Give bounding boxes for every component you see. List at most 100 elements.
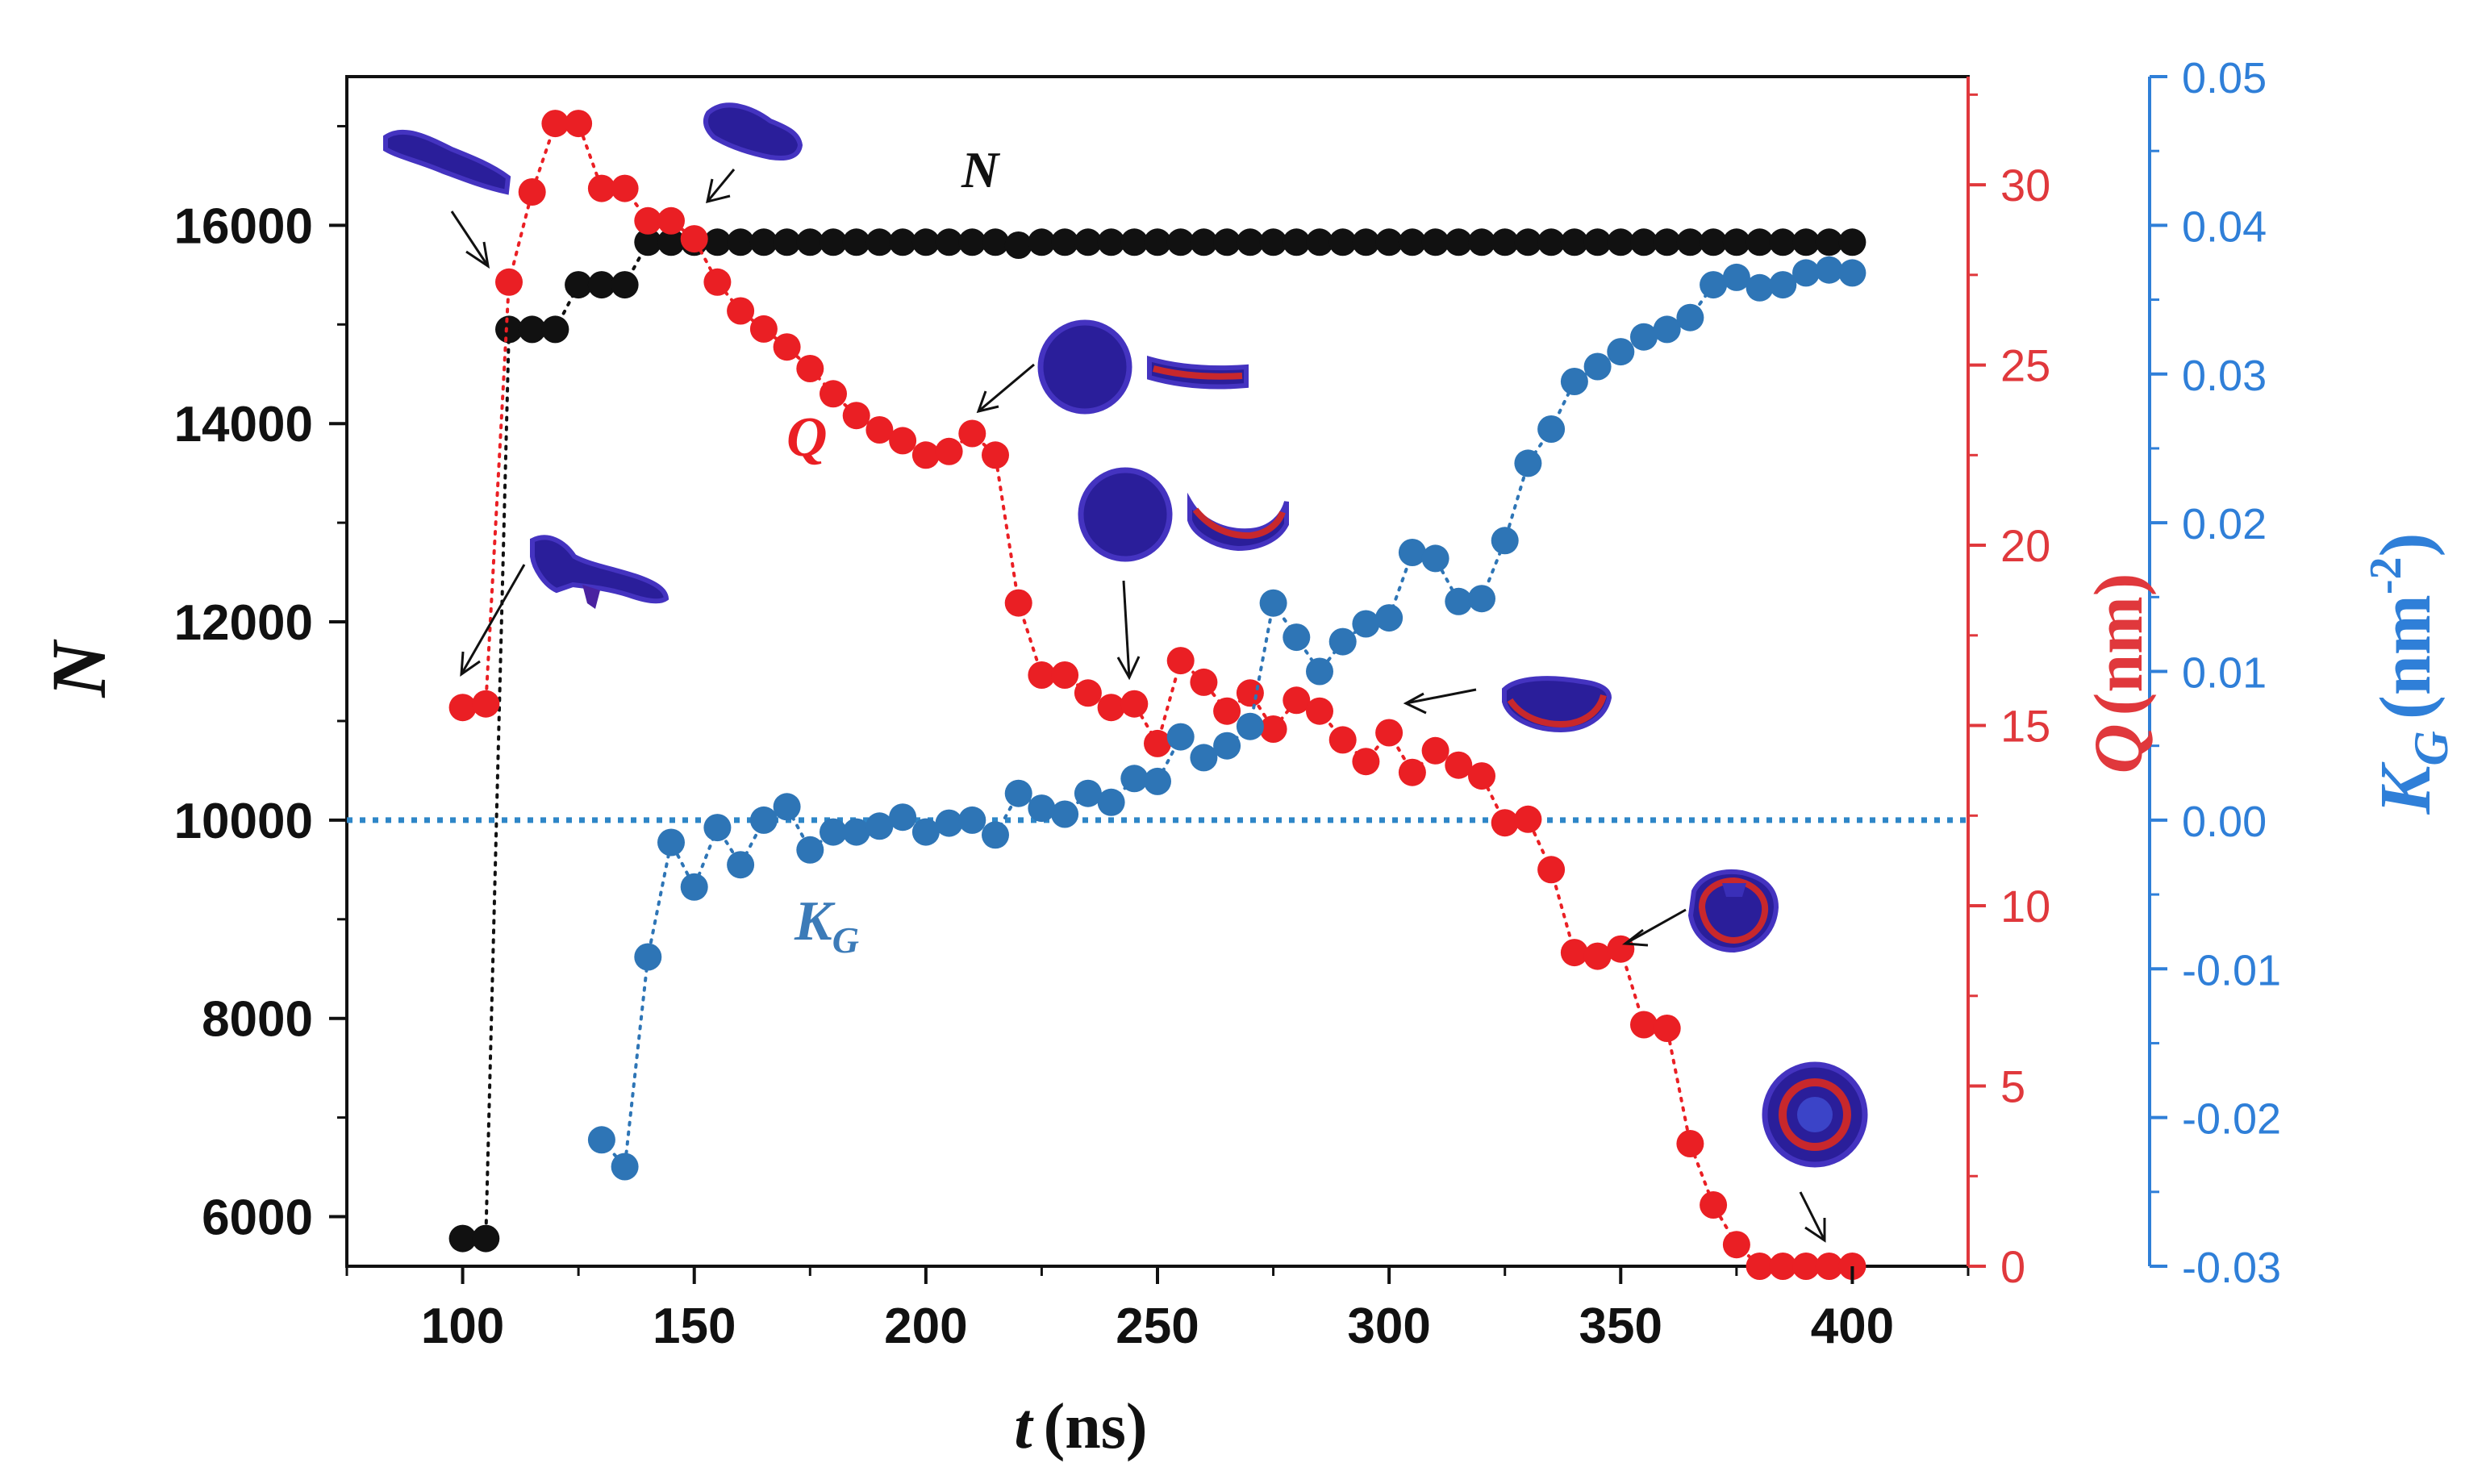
point-kg-230: [1051, 800, 1079, 828]
point-n-270: [1236, 228, 1264, 256]
point-q-300: [1375, 719, 1404, 747]
point-n-215: [982, 228, 1009, 256]
point-n-165: [749, 228, 778, 256]
point-kg-375: [1722, 263, 1750, 291]
point-q-355: [1630, 1011, 1658, 1039]
point-n-100: [448, 1224, 477, 1253]
point-n-110: [495, 315, 523, 344]
point-q-250: [1144, 729, 1171, 757]
q-tick-label: 15: [2000, 701, 2050, 752]
point-kg-275: [1259, 589, 1287, 617]
point-n-140: [634, 228, 662, 256]
snapshot-flat-fragment-1: [383, 129, 511, 195]
snapshot-side-2: [1187, 492, 1289, 552]
point-q-325: [1491, 809, 1519, 837]
point-n-115: [518, 315, 546, 344]
point-kg-235: [1074, 779, 1102, 807]
point-kg-255: [1166, 723, 1195, 751]
n-tick-label: 10000: [174, 794, 313, 849]
point-kg-180: [820, 818, 847, 846]
point-kg-395: [1815, 256, 1843, 284]
point-n-355: [1630, 228, 1658, 256]
point-q-150: [680, 225, 708, 253]
point-q-165: [749, 315, 778, 343]
point-kg-355: [1630, 323, 1658, 351]
point-n-285: [1306, 228, 1333, 256]
q-series: [448, 110, 1866, 1280]
point-q-395: [1815, 1253, 1843, 1280]
point-q-315: [1445, 751, 1473, 779]
point-q-265: [1213, 697, 1241, 725]
q-axis-title: Q(nm): [2079, 573, 2157, 774]
x-tick-label: 400: [1811, 1298, 1894, 1354]
point-n-195: [889, 228, 917, 256]
snapshot-disc-top-2: [1078, 467, 1173, 562]
x-tick-label: 250: [1116, 1298, 1199, 1354]
point-kg-385: [1769, 271, 1797, 299]
point-q-235: [1074, 679, 1102, 707]
point-kg-310: [1421, 544, 1449, 573]
point-kg-345: [1583, 352, 1612, 381]
point-kg-295: [1352, 610, 1380, 638]
point-q-365: [1676, 1130, 1704, 1157]
point-q-200: [911, 441, 940, 469]
point-q-260: [1190, 668, 1218, 696]
point-n-240: [1097, 228, 1125, 256]
point-n-350: [1607, 228, 1635, 256]
point-q-215: [982, 441, 1009, 469]
kg-tick-label: 0.04: [2182, 202, 2267, 251]
snapshot-vesicle-side: [1687, 869, 1779, 953]
point-kg-135: [611, 1153, 639, 1181]
point-q-245: [1120, 690, 1149, 718]
point-kg-360: [1653, 315, 1681, 344]
point-n-335: [1537, 228, 1566, 256]
q-tick-label: 5: [2000, 1061, 2025, 1112]
point-n-125: [565, 271, 593, 299]
kg-axis-title: KG(nm-2): [2361, 532, 2458, 815]
arrow-to-q-395: [1799, 1191, 1826, 1243]
point-q-280: [1283, 686, 1311, 715]
kg-tick-label: 0.02: [2182, 500, 2267, 548]
point-q-145: [657, 206, 685, 235]
label-q: Q: [786, 406, 828, 469]
kg-tick-label: -0.01: [2182, 946, 2281, 994]
point-q-110: [495, 268, 523, 296]
point-n-225: [1028, 228, 1056, 256]
point-n-180: [820, 228, 847, 256]
point-q-375: [1722, 1231, 1750, 1259]
point-n-300: [1375, 228, 1404, 256]
kg-series: [587, 256, 1866, 1181]
point-n-155: [703, 228, 732, 256]
point-q-195: [889, 427, 917, 455]
point-n-295: [1352, 228, 1380, 256]
point-n-375: [1722, 228, 1750, 256]
snapshot-cup: [1502, 676, 1612, 733]
arrow-to-q-110: [450, 211, 490, 269]
point-kg-205: [935, 809, 963, 837]
kg-tick-label: 0.00: [2182, 798, 2267, 846]
point-kg-140: [634, 943, 662, 971]
right-axis-q: 0 5 10 15 20 25 30: [1967, 77, 2050, 1292]
point-q-120: [541, 110, 569, 138]
q-tick-label: 20: [2000, 520, 2050, 571]
x-tick-label: 200: [884, 1298, 967, 1354]
point-n-275: [1259, 228, 1287, 256]
point-kg-335: [1537, 415, 1566, 443]
kg-tick-label: 0.03: [2182, 352, 2267, 400]
point-kg-340: [1560, 368, 1588, 395]
snapshot-vesicle-top: [1762, 1061, 1868, 1168]
point-n-120: [541, 315, 569, 344]
point-kg-190: [865, 812, 894, 840]
point-kg-400: [1838, 259, 1866, 287]
point-q-290: [1328, 726, 1357, 754]
n-tick-label: 14000: [174, 397, 313, 452]
x-tick-label: 150: [653, 1298, 736, 1354]
point-q-360: [1653, 1015, 1681, 1042]
point-n-105: [472, 1224, 500, 1253]
point-q-140: [634, 206, 662, 235]
label-n: N: [961, 141, 1001, 198]
point-n-145: [657, 228, 685, 256]
point-kg-260: [1190, 744, 1218, 772]
point-kg-300: [1375, 604, 1404, 632]
snapshot-disc-top-1: [1037, 319, 1132, 415]
